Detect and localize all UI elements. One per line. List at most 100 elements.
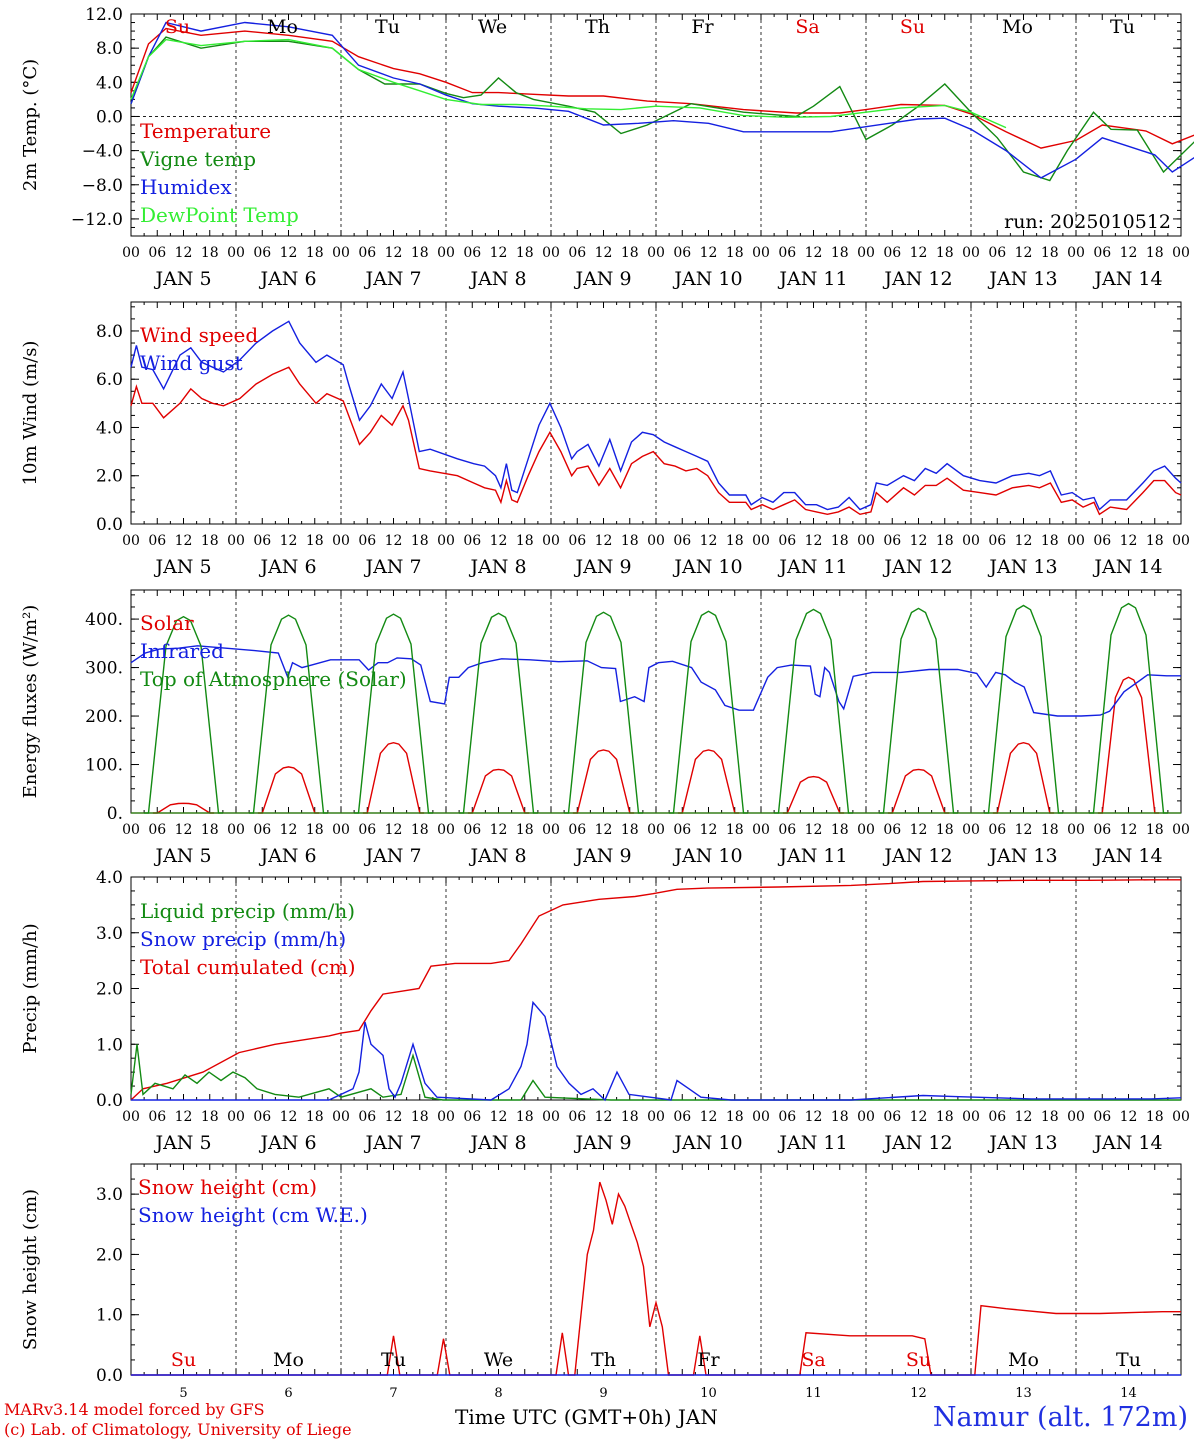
series-peak-solar (257, 766, 320, 814)
date-number: 11 (805, 1386, 822, 1400)
hour-label: 18 (1041, 1109, 1059, 1125)
date-label: JAN 10 (672, 845, 742, 867)
hour-label: 18 (411, 822, 429, 838)
date-label: JAN 12 (882, 556, 952, 578)
y-tick-label: −4.0 (82, 142, 123, 162)
legend-entry: Temperature (140, 119, 271, 143)
y-tick-label: 1.0 (96, 1035, 123, 1055)
series-line-total-cumulated-cm- (130, 879, 1181, 1101)
hour-label: 06 (253, 822, 271, 838)
hour-label: 06 (463, 1109, 481, 1125)
hour-label: 00 (962, 533, 980, 549)
hour-label: 00 (332, 533, 350, 549)
series-peak-solar (572, 749, 635, 814)
meteogram-svg: 12.0 8.0 4.0 0.0 −4.0 −8.0 −12.0 2m Temp. (°C) T… (20, 5, 1194, 1401)
hour-label: 12 (910, 822, 928, 838)
hour-label: 06 (463, 822, 481, 838)
hour-label: 06 (673, 245, 691, 261)
hour-label: 00 (122, 533, 140, 549)
date-number: 7 (389, 1386, 397, 1400)
legend-entry: Infrared (140, 639, 224, 663)
hour-label: 00 (857, 1109, 875, 1125)
hour-label: 18 (1041, 245, 1059, 261)
legend-entry: Solar (140, 611, 194, 635)
hour-label: 12 (280, 1109, 298, 1125)
hour-label: 18 (726, 533, 744, 549)
hour-label: 00 (437, 245, 455, 261)
weekday-label: Tu (375, 16, 400, 38)
series-peak-solar (362, 741, 425, 814)
weekday-label: Tu (1110, 16, 1135, 38)
hour-label: 06 (883, 1109, 901, 1125)
hour-label: 18 (306, 245, 324, 261)
hour-label: 00 (962, 245, 980, 261)
weekday-label: Su (900, 16, 925, 38)
hour-label: 06 (1093, 822, 1111, 838)
y-axis-label: 10m Wind (m/s) (20, 341, 41, 486)
hour-label: 18 (621, 822, 639, 838)
legend-entry: Top of Atmosphere (Solar) (140, 667, 407, 691)
hour-label: 12 (805, 533, 823, 549)
weekday-label-bottom: Th (591, 1349, 616, 1371)
hour-label: 12 (280, 822, 298, 838)
hour-label: 00 (542, 533, 560, 549)
hour-label: 12 (175, 245, 193, 261)
hour-label: 00 (332, 1109, 350, 1125)
series-line-vigne-temp (130, 36, 1194, 182)
series-peak-solar (467, 768, 530, 814)
y-tick-label: 6.0 (96, 370, 123, 390)
weekday-label: Sa (795, 16, 819, 38)
hour-label: 00 (962, 822, 980, 838)
hour-label: 18 (1146, 533, 1164, 549)
hour-label: 12 (490, 245, 508, 261)
y-tick-label: 3.0 (96, 924, 123, 944)
hour-label: 18 (726, 822, 744, 838)
hour-label: 00 (227, 822, 245, 838)
hour-label: 18 (936, 533, 954, 549)
y-tick-label: 300. (85, 659, 123, 679)
date-label: JAN 9 (573, 268, 631, 290)
hour-label: 18 (306, 533, 324, 549)
hour-label: 18 (1146, 245, 1164, 261)
hour-label: 00 (752, 1109, 770, 1125)
hour-label: 06 (778, 1109, 796, 1125)
hour-label: 00 (752, 533, 770, 549)
hour-label: 18 (1041, 822, 1059, 838)
y-tick-label: 0.0 (96, 107, 123, 127)
hour-label: 06 (148, 533, 166, 549)
hour-label: 18 (516, 822, 534, 838)
hour-label: 06 (778, 822, 796, 838)
hour-label: 00 (542, 1109, 560, 1125)
date-label: JAN 12 (882, 845, 952, 867)
hour-label: 18 (411, 1109, 429, 1125)
hour-label: 12 (490, 533, 508, 549)
hour-label: 00 (122, 822, 140, 838)
series-peak-top-of-atmosphere-solar- (459, 612, 538, 814)
series-peak-top-of-atmosphere-solar- (144, 615, 223, 814)
legend-entry: Snow precip (mm/h) (140, 927, 346, 951)
hour-label: 18 (726, 1109, 744, 1125)
hour-label: 00 (437, 822, 455, 838)
date-label: JAN 11 (777, 268, 847, 290)
y-tick-label: 0. (107, 804, 123, 824)
station-name: Namur (alt. 172m) (932, 1402, 1188, 1433)
date-label: JAN 11 (777, 845, 847, 867)
hour-label: 18 (201, 245, 219, 261)
legend-entry: Snow height (cm W.E.) (138, 1203, 368, 1227)
hour-label: 12 (1015, 533, 1033, 549)
hour-label: 00 (1067, 245, 1085, 261)
date-label: JAN 5 (153, 556, 211, 578)
series-line-wind-speed (130, 366, 1182, 516)
panel-3 (130, 589, 1182, 814)
date-label: JAN 13 (987, 845, 1057, 867)
date-label: JAN 6 (258, 268, 316, 290)
hour-label: 06 (568, 1109, 586, 1125)
hour-label: 18 (726, 245, 744, 261)
date-number: 8 (494, 1386, 502, 1400)
series-line-wind-gust (130, 320, 1182, 511)
legend-entry: Vigne temp (139, 147, 256, 171)
date-number: 12 (910, 1386, 927, 1400)
hour-label: 00 (752, 245, 770, 261)
weekday-label: Mo (1002, 16, 1033, 38)
date-label: JAN 11 (777, 1132, 847, 1154)
